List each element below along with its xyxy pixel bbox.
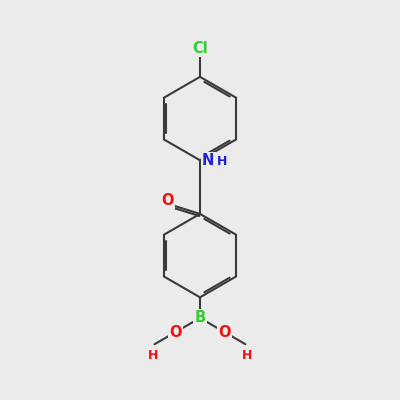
- Text: O: O: [169, 325, 182, 340]
- Text: B: B: [194, 310, 206, 326]
- Text: O: O: [218, 325, 231, 340]
- Text: O: O: [161, 193, 174, 208]
- Text: H: H: [148, 349, 158, 362]
- Text: H: H: [242, 349, 252, 362]
- Text: N: N: [202, 153, 214, 168]
- Text: H: H: [217, 155, 227, 168]
- Text: Cl: Cl: [192, 41, 208, 56]
